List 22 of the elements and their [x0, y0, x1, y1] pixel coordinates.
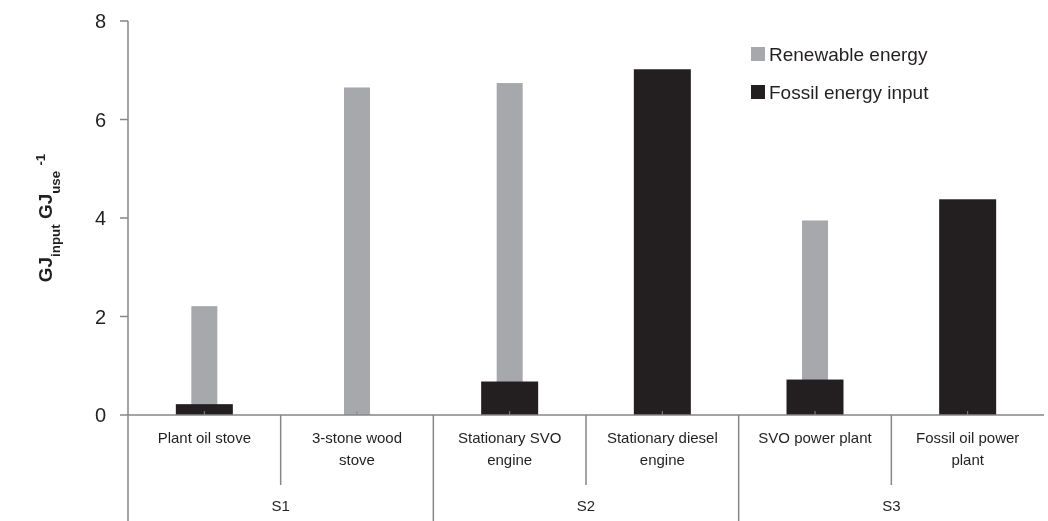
y-tick-label: 4 — [94, 207, 106, 229]
bar — [786, 379, 844, 415]
bar — [481, 381, 539, 415]
x-tick-label: Plant oil stove — [157, 429, 252, 446]
bar — [633, 69, 691, 415]
x-tick-label: Fossil oil power plant — [915, 429, 1020, 468]
x-tick-label: 3-stone wood stove — [311, 429, 403, 468]
bar — [939, 199, 997, 415]
y-tick-label: 2 — [94, 305, 106, 328]
x-tick-label: Stationary SVO engine — [457, 429, 562, 468]
y-tick-label: 8 — [94, 10, 106, 32]
legend-label: Fossil energy input — [769, 81, 930, 103]
bar — [344, 87, 370, 415]
y-tick-label: 0 — [94, 404, 106, 426]
text: S3 — [882, 497, 901, 514]
text: S1 — [271, 497, 290, 514]
bar — [175, 404, 233, 415]
x-tick-label: SVO power plant — [758, 429, 873, 446]
y-tick-label: 6 — [94, 108, 106, 131]
legend-label: Renewable energy — [769, 43, 928, 65]
text: S2 — [576, 497, 596, 514]
x-tick-label: Stationary diesel engine — [606, 429, 718, 468]
